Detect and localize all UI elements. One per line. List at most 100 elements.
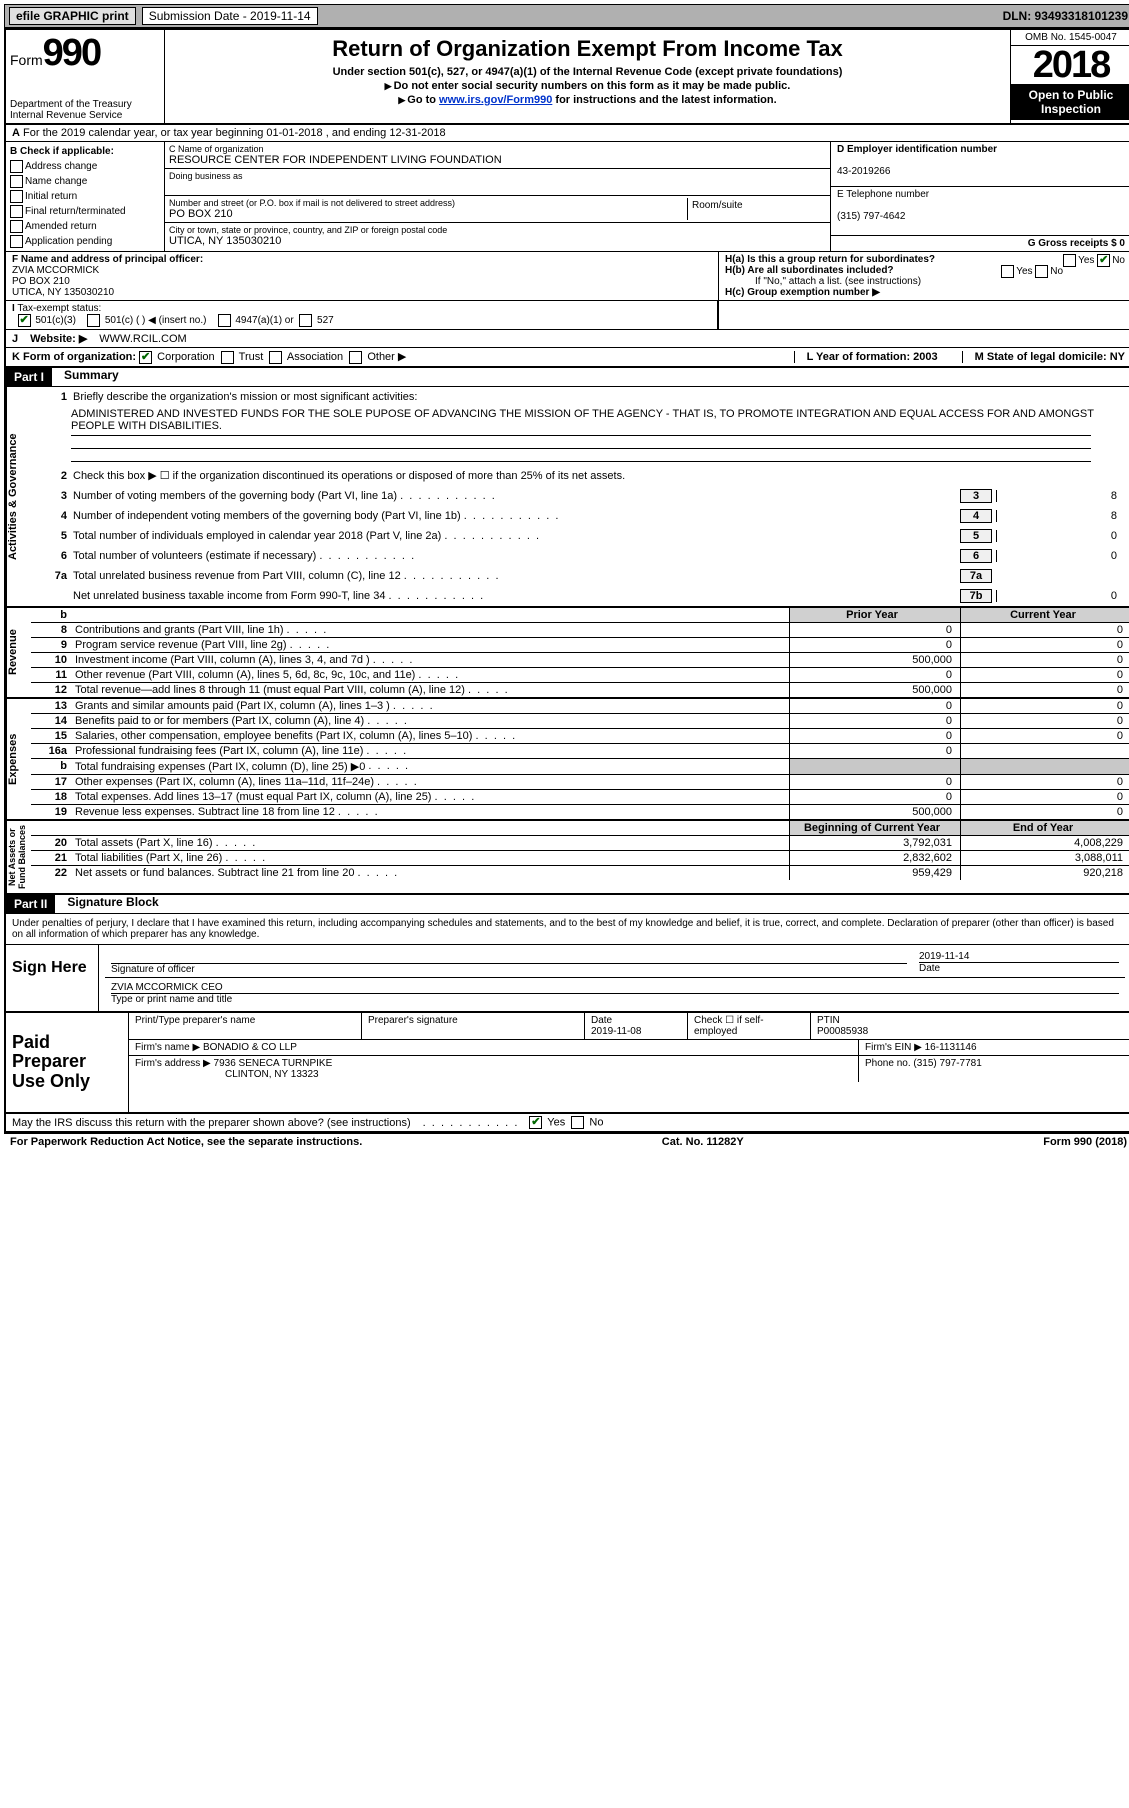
lbl-4947: 4947(a)(1) or (235, 315, 293, 326)
part2-title: Signature Block (55, 895, 158, 913)
hc-label: H(c) Group exemption number ▶ (725, 287, 880, 298)
lbl-app-pending: Application pending (25, 236, 112, 247)
no-lbl-2: No (1050, 266, 1063, 277)
dba-label: Doing business as (169, 171, 826, 181)
discuss-no[interactable] (571, 1116, 584, 1129)
form-footer-label: Form 990 (2018) (1043, 1136, 1127, 1148)
subtitle-1: Under section 501(c), 527, or 4947(a)(1)… (171, 66, 1004, 78)
cbx-501c3[interactable] (18, 314, 31, 327)
lbl-address-change: Address change (25, 161, 97, 172)
table-row: 21Total liabilities (Part X, line 26) . … (31, 851, 1129, 866)
street-address: PO BOX 210 (169, 208, 687, 220)
hb-yes[interactable] (1001, 265, 1014, 278)
telephone-label: E Telephone number (837, 189, 929, 200)
cbx-501c[interactable] (87, 314, 100, 327)
dln-label: DLN: 93493318101239 (1003, 9, 1128, 23)
gov-line: 4Number of independent voting members of… (31, 506, 1129, 526)
lbl-initial-return: Initial return (25, 191, 77, 202)
cbx-527[interactable] (299, 314, 312, 327)
officer-name: ZVIA MCCORMICK (12, 265, 99, 276)
vert-activities-governance: Activities & Governance (6, 387, 31, 606)
table-row: 9Program service revenue (Part VIII, lin… (31, 638, 1129, 653)
table-row: 20Total assets (Part X, line 16) . . . .… (31, 836, 1129, 851)
table-row: 11Other revenue (Part VIII, column (A), … (31, 668, 1129, 683)
firm-ein: 16-1131146 (925, 1042, 977, 1053)
lbl-association: Association (287, 351, 343, 363)
lbl-501c: 501(c) ( ) ◀ (insert no.) (105, 315, 207, 326)
part2-label: Part II (6, 895, 55, 913)
hb-note: If "No," attach a list. (see instruction… (725, 276, 1125, 287)
date-label: Date (919, 963, 940, 974)
cbx-other[interactable] (349, 351, 362, 364)
prep-sig-label: Preparer's signature (362, 1013, 585, 1039)
tax-year-text: For the 2019 calendar year, or tax year … (23, 127, 446, 139)
cbx-association[interactable] (269, 351, 282, 364)
sign-here-label: Sign Here (6, 945, 99, 1011)
no-lbl-3: No (589, 1116, 603, 1128)
table-row: 13Grants and similar amounts paid (Part … (31, 699, 1129, 714)
table-row: 15Salaries, other compensation, employee… (31, 729, 1129, 744)
table-row: 17Other expenses (Part IX, column (A), l… (31, 775, 1129, 790)
gov-line: 6Total number of volunteers (estimate if… (31, 546, 1129, 566)
sign-date: 2019-11-14 (919, 951, 969, 962)
cbx-amended[interactable] (10, 220, 23, 233)
yes-lbl: Yes (1078, 255, 1094, 266)
vert-expenses: Expenses (6, 699, 31, 819)
vert-net-assets: Net Assets orFund Balances (6, 821, 31, 893)
perjury-statement: Under penalties of perjury, I declare th… (6, 914, 1129, 945)
top-toolbar: efile GRAPHIC print Submission Date - 20… (4, 4, 1129, 28)
form-header: Form990 Department of the Treasury Inter… (6, 30, 1129, 125)
ptin-value: P00085938 (817, 1026, 868, 1037)
discuss-yes[interactable] (529, 1116, 542, 1129)
form-label: Form (10, 52, 43, 68)
firm-name-label: Firm's name ▶ (135, 1042, 200, 1053)
officer-label: F Name and address of principal officer: (12, 254, 203, 265)
cbx-final-return[interactable] (10, 205, 23, 218)
subtitle-2: Do not enter social security numbers on … (171, 80, 1004, 92)
ein-label: D Employer identification number (837, 144, 997, 155)
form-org-label: K Form of organization: (12, 351, 136, 363)
lbl-name-change: Name change (25, 176, 87, 187)
q1-label: Briefly describe the organization's miss… (73, 391, 1125, 403)
website-label: Website: ▶ (30, 332, 87, 345)
prior-year-hdr: Prior Year (789, 608, 960, 622)
col-b-label: B Check if applicable: (10, 146, 114, 157)
table-row: 12Total revenue—add lines 8 through 11 (… (31, 683, 1129, 697)
lbl-amended: Amended return (25, 221, 97, 232)
hb-no[interactable] (1035, 265, 1048, 278)
signature-label: Signature of officer (111, 964, 195, 975)
org-name: RESOURCE CENTER FOR INDEPENDENT LIVING F… (169, 154, 826, 166)
col-b-checkboxes: B Check if applicable: Address change Na… (6, 142, 165, 251)
cbx-app-pending[interactable] (10, 235, 23, 248)
city-label: City or town, state or province, country… (169, 225, 826, 235)
phone-value: (315) 797-7781 (913, 1058, 981, 1069)
ha-yes[interactable] (1063, 254, 1076, 267)
table-row: 8Contributions and grants (Part VIII, li… (31, 623, 1129, 638)
cbx-name-change[interactable] (10, 175, 23, 188)
phone-label: Phone no. (865, 1058, 911, 1069)
efile-print-button[interactable]: efile GRAPHIC print (9, 7, 136, 25)
cbx-initial-return[interactable] (10, 190, 23, 203)
cbx-4947[interactable] (218, 314, 231, 327)
gov-line: 5Total number of individuals employed in… (31, 526, 1129, 546)
ha-label: H(a) Is this a group return for subordin… (725, 254, 935, 265)
firm-ein-label: Firm's EIN ▶ (865, 1042, 922, 1053)
cbx-corporation[interactable] (139, 351, 152, 364)
type-print-label: Type or print name and title (111, 994, 232, 1005)
officer-addr2: UTICA, NY 135030210 (12, 287, 114, 298)
gross-receipts: G Gross receipts $ 0 (1028, 238, 1125, 249)
mission-text: ADMINISTERED AND INVESTED FUNDS FOR THE … (71, 408, 1125, 432)
officer-name-title: ZVIA MCCORMICK CEO (111, 982, 223, 993)
form-number: 990 (43, 32, 100, 74)
table-row: 14Benefits paid to or for members (Part … (31, 714, 1129, 729)
table-row: 19Revenue less expenses. Subtract line 1… (31, 805, 1129, 819)
table-row: 18Total expenses. Add lines 13–17 (must … (31, 790, 1129, 805)
org-name-label: C Name of organization (169, 144, 826, 154)
year-formation: L Year of formation: 2003 (807, 351, 938, 363)
firm-addr1: 7936 SENECA TURNPIKE (214, 1058, 333, 1069)
cbx-address-change[interactable] (10, 160, 23, 173)
form990-link[interactable]: www.irs.gov/Form990 (439, 94, 552, 106)
irs-label: Internal Revenue Service (10, 110, 160, 121)
ha-no[interactable] (1097, 254, 1110, 267)
cbx-trust[interactable] (221, 351, 234, 364)
